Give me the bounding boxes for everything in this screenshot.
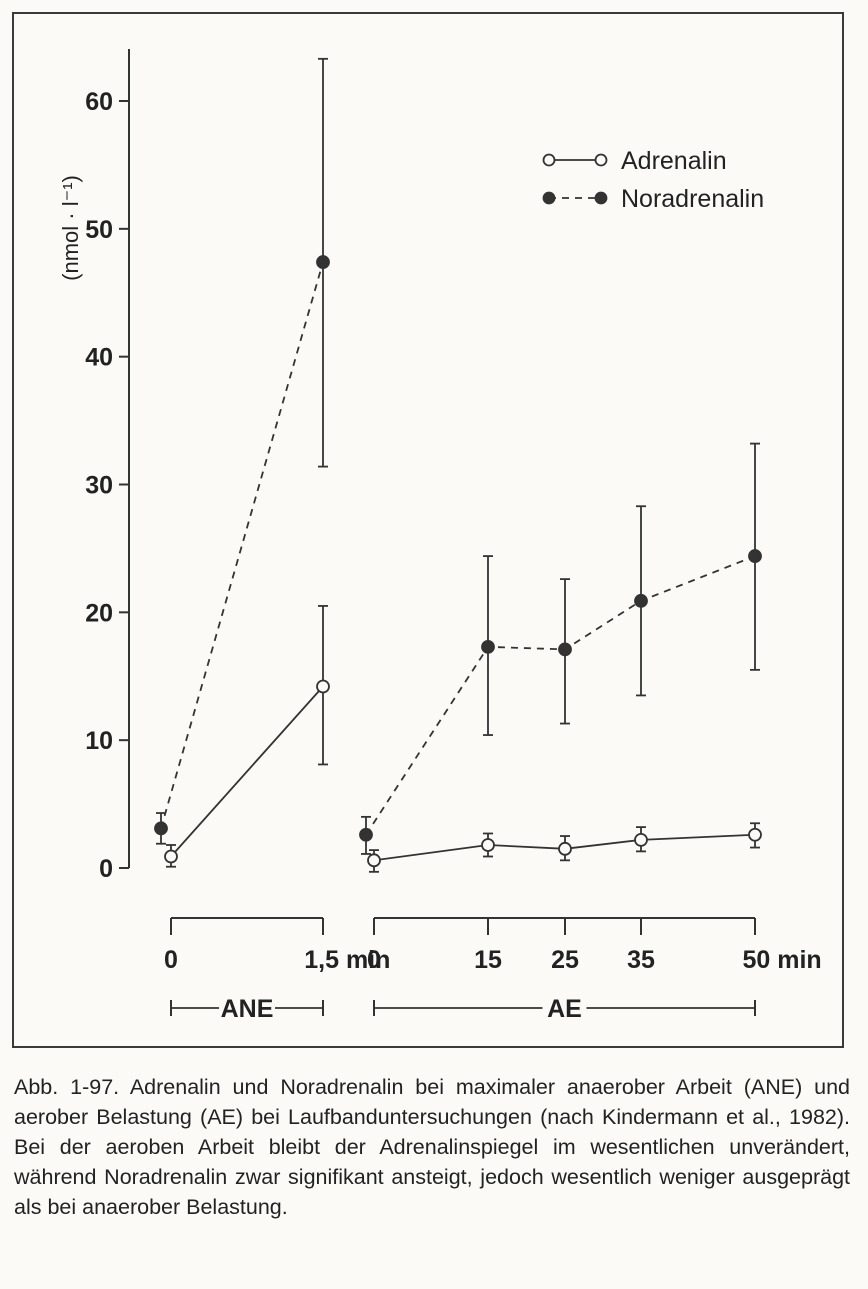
legend-marker-noradrenalin (542, 191, 556, 205)
legend: Adrenalin Noradrenalin (542, 147, 764, 213)
y-tick-label: 0 (99, 855, 113, 883)
series-line-noradrenalin (365, 555, 756, 836)
legend-marker-adrenalin (542, 153, 556, 167)
series-line-adrenalin (170, 685, 324, 858)
data-point-adrenalin (748, 827, 762, 842)
y-axis-title: (nmol · l⁻¹) (58, 175, 83, 281)
data-point-noradrenalin (481, 639, 495, 654)
data-point-noradrenalin (154, 821, 168, 836)
y-tick-label: 40 (85, 344, 113, 372)
figure-frame (12, 12, 844, 1048)
x-tick-label: 35 (627, 946, 655, 974)
x-tick-label: 15 (474, 946, 502, 974)
y-tick-label: 20 (85, 599, 113, 627)
data-point-adrenalin (164, 849, 178, 864)
caption-text: Adrenalin und Noradrenalin bei maximaler… (14, 1075, 850, 1219)
x-tick-label: 0 (367, 946, 381, 974)
range-label-ane: ANE (221, 995, 274, 1023)
caption-label: Abb. 1-97. (14, 1075, 120, 1099)
y-tick-label: 10 (85, 727, 113, 755)
series-layer (154, 57, 762, 873)
data-point-noradrenalin (316, 255, 330, 269)
legend-marker-noradrenalin (594, 191, 608, 205)
data-point-adrenalin (634, 832, 648, 847)
data-point-noradrenalin (634, 593, 648, 608)
x-tick-label: 1,5 min (304, 946, 390, 974)
x-tick-label: 25 (551, 946, 579, 974)
data-point-adrenalin (481, 838, 495, 852)
figure-caption: Abb. 1-97. Adrenalin und Noradrenalin be… (14, 1072, 850, 1222)
data-point-noradrenalin (558, 642, 572, 657)
data-point-noradrenalin (359, 827, 373, 842)
x-tick-label: 0 (164, 946, 178, 974)
data-point-adrenalin (558, 841, 572, 856)
x-tick-label: 50 min (743, 946, 822, 974)
legend-marker-adrenalin (594, 153, 608, 167)
y-tick-label: 30 (85, 472, 113, 500)
data-point-adrenalin (367, 853, 381, 868)
y-axis: 0 10 20 30 40 50 60 (nmol · l⁻¹) (58, 49, 130, 883)
series-line-noradrenalin (160, 261, 324, 829)
legend-label-adrenalin: Adrenalin (621, 147, 727, 175)
y-tick-label: 50 (85, 216, 113, 244)
data-point-noradrenalin (748, 549, 762, 563)
data-point-adrenalin (316, 679, 330, 694)
legend-label-noradrenalin: Noradrenalin (621, 185, 764, 213)
range-label-ae: AE (547, 995, 582, 1023)
y-tick-label: 60 (85, 88, 113, 116)
